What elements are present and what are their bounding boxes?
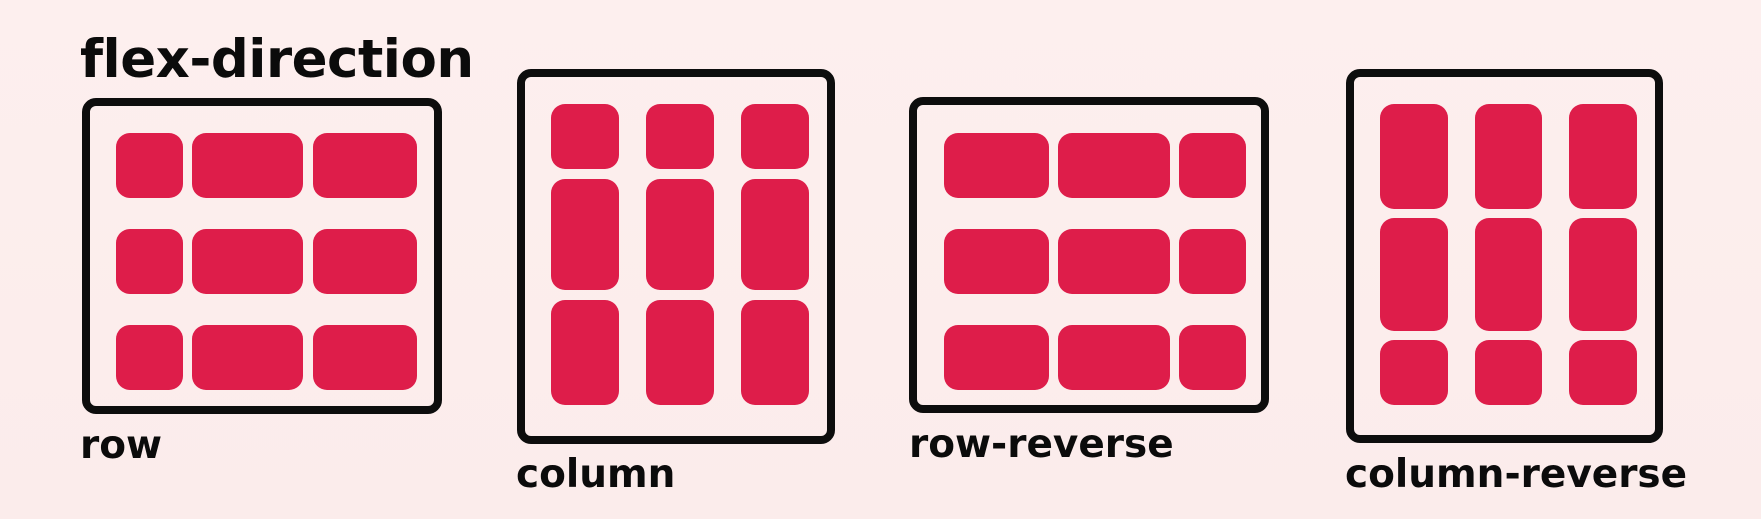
column-panel [517, 69, 835, 444]
row-reverse-panel [909, 97, 1269, 413]
column-item [741, 179, 809, 290]
label-row: row [80, 423, 163, 468]
column-reverse-item [1475, 104, 1542, 209]
row-panel [82, 98, 442, 414]
column-reverse-item [1475, 218, 1542, 331]
row-reverse-item [1179, 229, 1246, 294]
column-reverse-item [1475, 340, 1542, 405]
row-reverse-item [944, 133, 1049, 198]
label-row-reverse: row-reverse [909, 422, 1174, 467]
row-item [313, 229, 417, 294]
row-item [116, 229, 183, 294]
row-item [313, 133, 417, 198]
column-item [551, 179, 619, 290]
row-reverse-item [1058, 325, 1170, 390]
column-reverse-item [1380, 340, 1448, 405]
row-reverse-item [1179, 325, 1246, 390]
column-item [646, 179, 714, 290]
column-item [741, 104, 809, 169]
row-item [192, 325, 303, 390]
row-reverse-item [1058, 133, 1170, 198]
column-reverse-item [1569, 104, 1637, 209]
row-reverse-item [944, 229, 1049, 294]
row-reverse-item [944, 325, 1049, 390]
row-item [192, 229, 303, 294]
label-column-reverse: column-reverse [1345, 452, 1688, 497]
column-reverse-item [1380, 218, 1448, 331]
column-item [646, 104, 714, 169]
diagram-title: flex-direction [80, 29, 474, 90]
column-reverse-item [1569, 218, 1637, 331]
column-item [551, 300, 619, 405]
column-item [741, 300, 809, 405]
column-reverse-item [1569, 340, 1637, 405]
column-item [646, 300, 714, 405]
row-item [116, 133, 183, 198]
label-column: column [516, 452, 676, 497]
column-item [551, 104, 619, 169]
row-reverse-item [1058, 229, 1170, 294]
row-item [192, 133, 303, 198]
row-reverse-item [1179, 133, 1246, 198]
column-reverse-panel [1346, 69, 1663, 443]
column-reverse-item [1380, 104, 1448, 209]
row-item [116, 325, 183, 390]
row-item [313, 325, 417, 390]
